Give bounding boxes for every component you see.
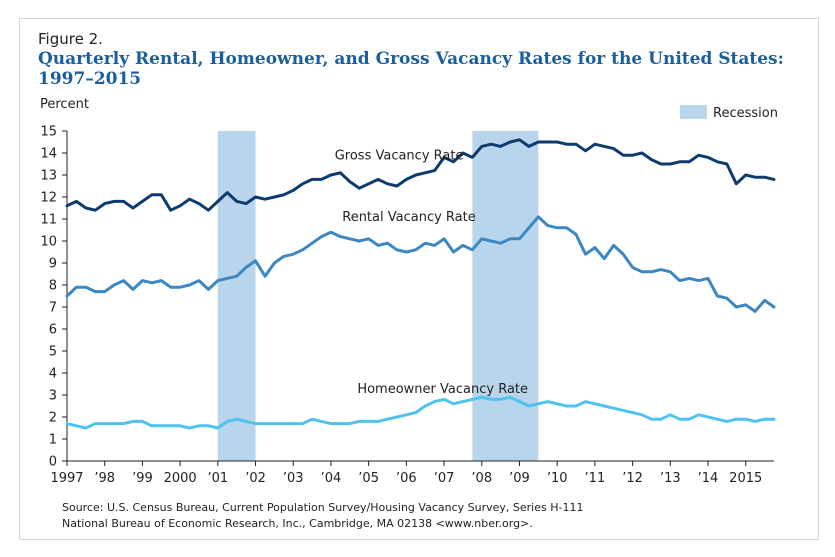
recession-band-1 bbox=[217, 131, 256, 461]
y-tick-label-15: 15 bbox=[40, 125, 57, 140]
figure-label: Figure 2. bbox=[38, 30, 103, 48]
x-tick-label-2004: ’04 bbox=[321, 471, 342, 486]
x-tick-label-2014: ’14 bbox=[698, 471, 719, 486]
y-tick-label-12: 12 bbox=[40, 191, 57, 206]
legend: Recession bbox=[680, 105, 778, 121]
x-tick-label-2006: ’06 bbox=[396, 471, 417, 486]
recession-band-2 bbox=[472, 131, 539, 461]
legend-label-recession: Recession bbox=[713, 106, 778, 121]
chart-title-line1: Quarterly Rental, Homeowner, and Gross V… bbox=[38, 49, 784, 69]
figure-border bbox=[19, 18, 819, 540]
x-tick-label-2015: 2015 bbox=[729, 471, 762, 486]
y-tick-label-5: 5 bbox=[49, 345, 57, 360]
x-tick-label-1998: ’98 bbox=[94, 471, 115, 486]
y-tick-label-11: 11 bbox=[40, 213, 57, 228]
y-tick-label-1: 1 bbox=[49, 433, 57, 448]
x-tick-label-2012: ’12 bbox=[622, 471, 643, 486]
y-tick-label-2: 2 bbox=[49, 411, 57, 426]
series-label-homeowner: Homeowner Vacancy Rate bbox=[357, 382, 528, 397]
series-lines bbox=[65, 138, 776, 430]
legend-swatch-recession bbox=[680, 105, 707, 119]
x-tick-label-2013: ’13 bbox=[660, 471, 681, 486]
x-tick-label-1999: ’99 bbox=[132, 471, 153, 486]
y-tick-label-3: 3 bbox=[49, 389, 57, 404]
series-label-rental: Rental Vacancy Rate bbox=[342, 210, 475, 225]
y-tick-label-6: 6 bbox=[49, 323, 57, 338]
series-line-homeowner bbox=[65, 395, 776, 430]
x-tick-label-2010: ’10 bbox=[547, 471, 568, 486]
series-labels: Gross Vacancy Rate Rental Vacancy Rate Hom… bbox=[335, 149, 528, 397]
y-tick-label-14: 14 bbox=[40, 147, 57, 162]
y-tick-label-13: 13 bbox=[40, 169, 57, 184]
x-tick-label-2011: ’11 bbox=[585, 471, 606, 486]
x-tick-label-1997: 1997 bbox=[50, 471, 83, 486]
y-tick-label-0: 0 bbox=[49, 455, 57, 470]
x-tick-label-2002: ’02 bbox=[245, 471, 266, 486]
x-tick-label-2003: ’03 bbox=[283, 471, 304, 486]
axes: 1997 ’98 ’99 2000 ’01 ’02 ’03 ’04 ’05 ’06 ’07 ’08 ’0… bbox=[50, 131, 774, 486]
y-tick-label-9: 9 bbox=[49, 257, 57, 272]
y-tick-label-10: 10 bbox=[40, 235, 57, 250]
x-tick-label-2007: ’07 bbox=[434, 471, 455, 486]
x-tick-label-2001: ’01 bbox=[207, 471, 228, 486]
x-tick-label-2000: 2000 bbox=[164, 471, 197, 486]
chart-title: Quarterly Rental, Homeowner, and Gross V… bbox=[38, 49, 798, 89]
y-axis-label: Percent bbox=[40, 97, 89, 112]
source-line2: National Bureau of Economic Research, In… bbox=[62, 517, 533, 530]
y-tick-label-7: 7 bbox=[49, 301, 57, 316]
chart-title-line2: 1997–2015 bbox=[38, 69, 142, 89]
x-tick-label-2005: ’05 bbox=[358, 471, 379, 486]
y-tick-label-4: 4 bbox=[49, 367, 57, 382]
source-note: Source: U.S. Census Bureau, Current Popu… bbox=[62, 500, 583, 532]
series-line-gross bbox=[65, 138, 776, 212]
series-label-gross: Gross Vacancy Rate bbox=[335, 149, 464, 164]
x-tick-label-2009: ’09 bbox=[509, 471, 530, 486]
y-tick-label-8: 8 bbox=[49, 279, 57, 294]
source-line1: Source: U.S. Census Bureau, Current Popu… bbox=[62, 501, 584, 514]
series-line-rental bbox=[65, 215, 776, 313]
x-tick-label-2008: ’08 bbox=[471, 471, 492, 486]
